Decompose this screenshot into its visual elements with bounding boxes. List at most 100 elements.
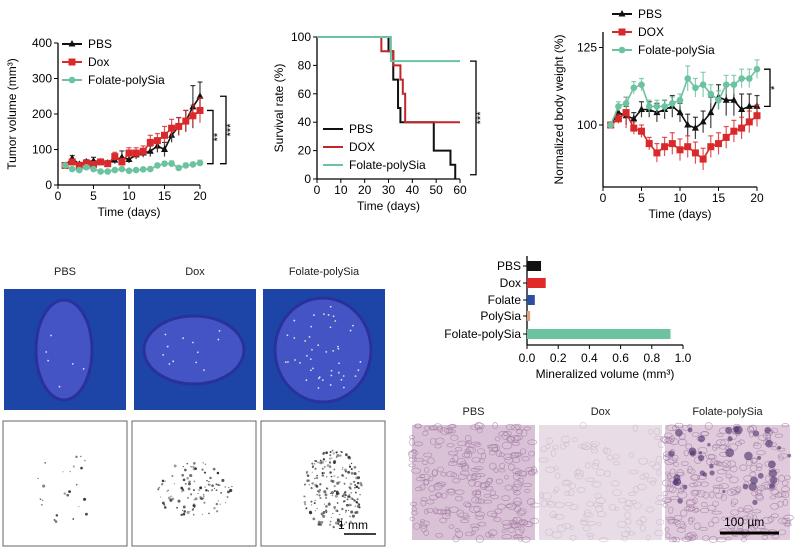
cell [554, 472, 561, 480]
mineral-deposit [192, 489, 195, 492]
mineral-deposit [167, 496, 171, 500]
cell [637, 483, 647, 491]
cell [580, 518, 588, 522]
cell [512, 501, 522, 507]
y-tick-label: 80 [298, 58, 312, 72]
cell [511, 424, 520, 431]
mineral-deposit [215, 489, 218, 492]
x-axis-label: Time (days) [649, 207, 712, 221]
mineral-deposit [192, 465, 195, 468]
data-point [738, 75, 745, 82]
cell [454, 528, 461, 533]
cell [707, 504, 717, 511]
mineral-deposit [72, 465, 75, 468]
mineral-deposit [336, 453, 340, 457]
mineral-deposit [203, 471, 207, 474]
mineral-deposit [328, 501, 330, 503]
mineral-deposit [192, 507, 194, 510]
series-Folate-polySia [317, 36, 460, 63]
mineral-stain [688, 447, 697, 455]
cell [646, 477, 657, 483]
cell [507, 463, 515, 471]
cell [686, 505, 695, 512]
data-point [730, 81, 738, 88]
mineral-deposit [350, 471, 354, 475]
mineral-deposit [187, 487, 191, 491]
cell [501, 528, 507, 533]
mineral-deposit [215, 483, 218, 486]
mineral-deposit [198, 489, 200, 491]
cell [529, 517, 539, 525]
cell [664, 437, 673, 443]
series-DOX [607, 96, 761, 170]
cell [473, 481, 483, 487]
mineral-spot [304, 340, 307, 342]
cell [411, 467, 422, 474]
mineral-deposit [347, 455, 351, 459]
cell [617, 520, 627, 528]
mineral-stain [698, 451, 703, 455]
data-point [630, 84, 638, 92]
cell [591, 481, 602, 488]
cell [521, 536, 531, 543]
mineral-deposit [173, 464, 177, 468]
mineral-spot [287, 361, 289, 363]
mineral-deposit [184, 482, 187, 485]
mineral-deposit [194, 467, 197, 471]
data-point [684, 121, 692, 128]
cell [662, 436, 669, 444]
cell [477, 521, 487, 527]
data-point [68, 158, 76, 166]
mineral-deposit [323, 472, 325, 474]
cell [751, 457, 758, 464]
y-tick-label: 200 [32, 107, 52, 121]
cell [742, 515, 752, 520]
cell [480, 452, 487, 460]
mineral-spot [317, 344, 320, 347]
ct-3d-render-folate-polysia [263, 289, 385, 410]
mineral-deposit [216, 510, 219, 513]
mineral-deposit [197, 492, 199, 495]
cell [464, 441, 471, 447]
mineral-spot [47, 359, 50, 362]
cell [680, 509, 688, 517]
mineral-deposit [358, 506, 361, 509]
mineral-deposit [215, 502, 219, 506]
cell [530, 466, 537, 474]
cell [649, 479, 657, 486]
cell [645, 506, 655, 513]
cell [716, 433, 724, 438]
cell [572, 437, 579, 443]
mineral-deposit [182, 466, 184, 468]
cell [604, 447, 612, 455]
mineral-deposit [317, 490, 321, 494]
histology-panel-dox [538, 422, 666, 543]
data-point [125, 167, 133, 175]
mineral-deposit [310, 486, 313, 490]
mineral-deposit [322, 510, 326, 514]
cell [468, 478, 477, 487]
cell [518, 519, 526, 525]
data-point [90, 160, 97, 168]
cell [654, 427, 661, 436]
mineral-deposit [333, 461, 336, 464]
mineral-deposit [348, 493, 351, 496]
cell [471, 496, 480, 504]
cell [756, 450, 766, 456]
mineral-stain [673, 478, 682, 487]
cell [662, 490, 669, 497]
cell [513, 490, 521, 496]
cell [711, 516, 720, 524]
cell [720, 439, 730, 446]
mineral-deposit [204, 486, 207, 488]
cell [654, 529, 664, 537]
mineral-spot [321, 379, 324, 382]
cell [561, 479, 572, 487]
cell [423, 529, 429, 536]
x-tick-label: 20 [750, 191, 764, 205]
significance-label: * [769, 85, 781, 90]
cell [546, 437, 553, 445]
mineral-deposit [350, 462, 353, 465]
x-tick-label: 15 [712, 191, 726, 205]
cell [633, 485, 640, 493]
